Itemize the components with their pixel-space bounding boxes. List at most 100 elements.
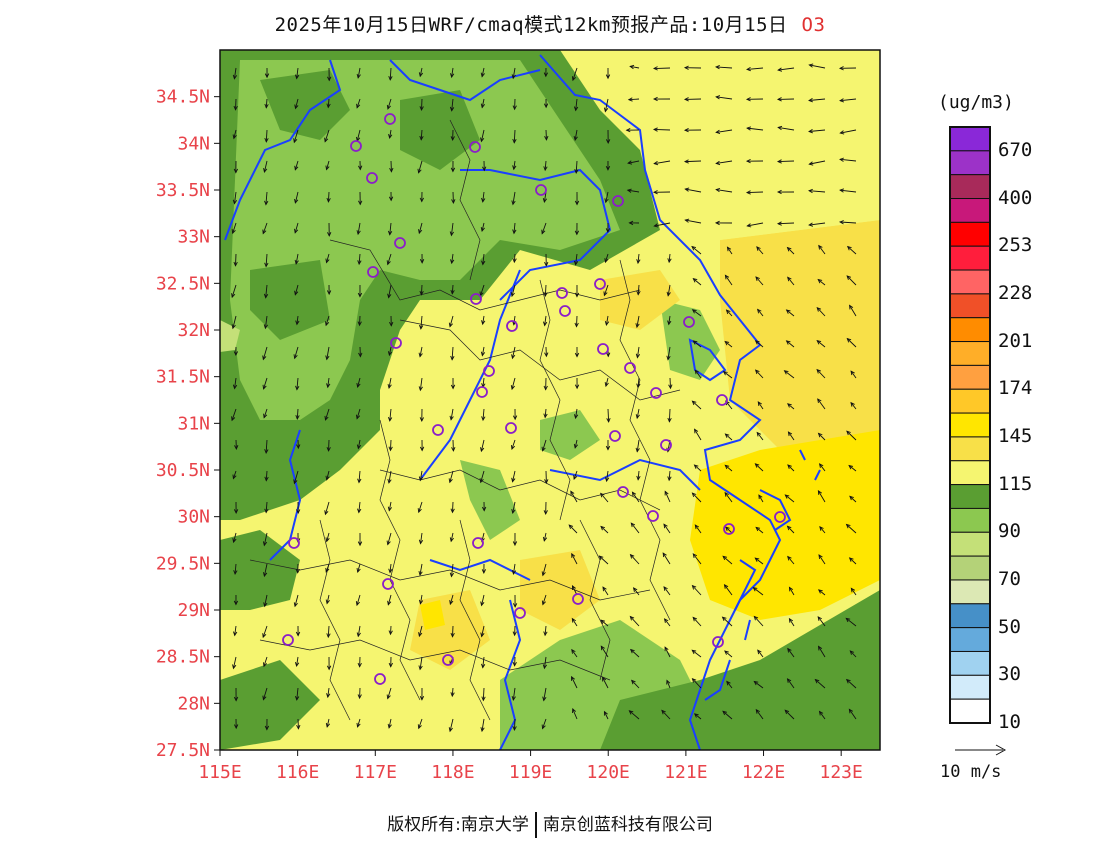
wind-arrow <box>818 589 826 596</box>
wind-arrowhead <box>849 495 854 501</box>
wind-arrow <box>544 315 547 326</box>
wind-arrow <box>724 584 733 596</box>
wind-arrowhead <box>544 135 549 141</box>
colorbar-cell <box>949 364 991 390</box>
lon-tick-label: 115E <box>198 762 241 783</box>
wind-arrow <box>849 557 857 565</box>
wind-arrowhead <box>419 417 424 423</box>
wind-arrowhead <box>481 416 486 422</box>
wind-arrowhead <box>636 383 641 389</box>
wind-arrowhead <box>481 320 486 326</box>
wind-arrow <box>716 189 733 193</box>
colorbar-cell <box>949 698 991 724</box>
wind-arrowhead <box>724 650 729 655</box>
wind-arrow <box>694 429 702 441</box>
colorbar-cell <box>949 650 991 676</box>
wind-arrow <box>387 532 392 545</box>
wind-arrow <box>511 439 516 450</box>
wind-arrowhead <box>753 615 759 621</box>
copyright-owner: 版权所有:南京大学 <box>387 815 529 835</box>
wind-arrow <box>388 501 392 511</box>
wind-arrowhead <box>683 97 689 102</box>
wind-arrowhead <box>600 645 605 651</box>
wind-arrowhead <box>264 137 269 143</box>
lat-tick-label: 28N <box>177 693 210 714</box>
colorbar-label: 10 <box>998 711 1021 733</box>
wind-arrow <box>327 98 330 108</box>
wind-arrow <box>388 377 392 389</box>
wind-arrowhead <box>419 290 424 296</box>
wind-arrowhead <box>419 695 425 701</box>
wind-arrow <box>265 501 268 513</box>
wind-arrowhead <box>419 258 425 264</box>
wind-arrowhead <box>845 523 851 529</box>
wind-arrowhead <box>263 324 268 330</box>
wind-arrow <box>541 222 547 234</box>
wind-arrow <box>575 408 578 419</box>
wind-arrowhead <box>450 692 455 698</box>
wind-arrow <box>481 625 485 637</box>
wind-arrow <box>653 67 671 69</box>
wind-arrowhead <box>745 97 751 102</box>
wind-arrow <box>571 553 578 565</box>
wind-arrowhead <box>635 414 640 420</box>
wind-arrow <box>849 305 857 317</box>
wind-arrow <box>543 656 547 669</box>
wind-arrowhead <box>511 477 516 483</box>
wind-arrow <box>722 555 733 565</box>
wind-arrowhead <box>603 710 608 716</box>
wind-arrow <box>235 253 237 266</box>
wind-arrow <box>265 439 268 453</box>
station-marker <box>506 320 518 332</box>
wind-arrowhead <box>605 445 611 451</box>
wind-arrowhead <box>667 476 672 482</box>
wind-arrow <box>600 526 609 534</box>
wind-arrowhead <box>417 508 422 514</box>
wind-arrow <box>628 98 640 101</box>
wind-arrowhead <box>776 189 782 195</box>
wind-arrowhead <box>386 104 391 110</box>
wind-arrowhead <box>628 710 634 715</box>
wind-arrowhead <box>264 508 269 514</box>
wind-arrow <box>387 253 392 265</box>
station-marker <box>282 634 294 646</box>
wind-arrow <box>816 307 826 317</box>
wind-arrow <box>544 625 547 636</box>
wind-arrowhead <box>776 159 782 164</box>
wind-arrow <box>694 464 702 472</box>
wind-arrowhead <box>262 384 267 390</box>
wind-arrow <box>693 340 702 348</box>
wind-arrowhead <box>630 522 636 528</box>
wind-arrowhead <box>754 557 760 562</box>
wind-arrowhead <box>294 228 299 234</box>
station-marker <box>390 337 402 349</box>
lat-tick-label: 31.5N <box>156 367 210 388</box>
colorbar-cell <box>949 221 991 247</box>
wind-arrow <box>327 625 330 638</box>
wind-arrowhead <box>231 416 236 422</box>
wind-arrowhead <box>326 693 331 699</box>
wind-arrowhead <box>818 710 824 716</box>
wind-arrowhead <box>324 415 329 421</box>
station-marker <box>374 673 386 685</box>
wind-arrowhead <box>663 586 668 591</box>
wind-arrowhead <box>325 165 330 171</box>
wind-arrow <box>817 490 826 503</box>
wind-arrowhead <box>326 633 331 639</box>
wind-arrow <box>451 346 454 360</box>
wind-arrow <box>818 646 826 658</box>
wind-arrowhead <box>294 290 299 296</box>
wind-arrowhead <box>625 128 631 133</box>
wind-arrowhead <box>234 445 239 450</box>
wind-arrow <box>542 439 547 451</box>
lat-tick-label: 30N <box>177 507 210 528</box>
colorbar-label: 115 <box>998 472 1033 495</box>
wind-arrow <box>787 525 795 534</box>
wind-arrow <box>840 129 857 134</box>
wind-arrowhead <box>480 72 485 78</box>
wind-arrow <box>575 160 578 173</box>
colorbar-cell <box>949 555 991 581</box>
wind-arrowhead <box>418 476 424 482</box>
wind-arrow <box>747 67 764 70</box>
wind-arrowhead <box>480 351 486 357</box>
